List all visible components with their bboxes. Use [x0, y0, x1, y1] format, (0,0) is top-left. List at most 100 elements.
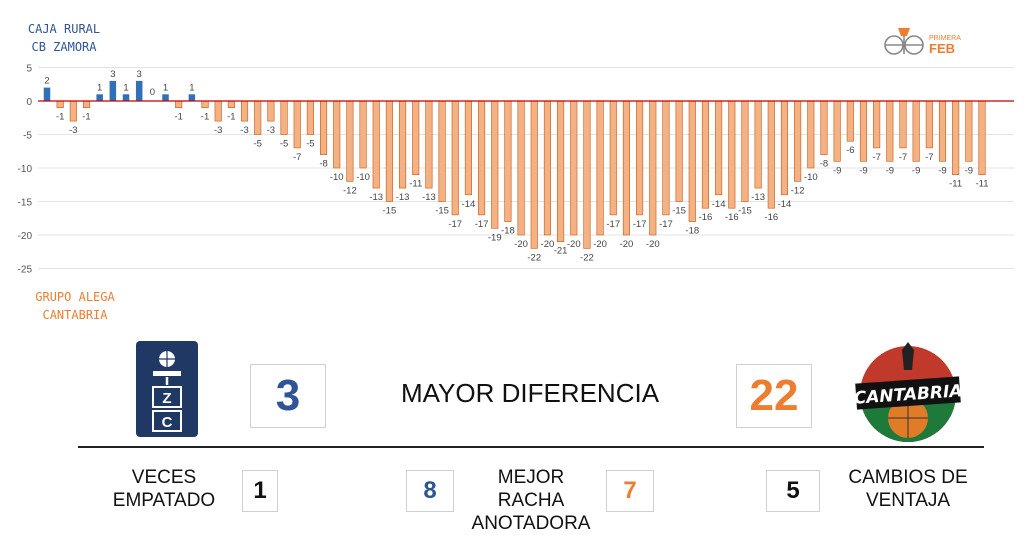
- away-team-line1: GRUPO ALEGA: [35, 290, 115, 304]
- data-label: -19: [488, 232, 502, 243]
- data-label: -8: [319, 159, 327, 170]
- cb-zamora-logo: Z C: [136, 341, 198, 442]
- data-label: -9: [965, 165, 973, 176]
- bar: [754, 100, 762, 189]
- bar: [438, 100, 446, 202]
- data-label: 1: [163, 82, 168, 93]
- bar: [346, 100, 354, 182]
- data-label: -5: [253, 139, 261, 150]
- data-label: -7: [872, 152, 880, 163]
- bar: [807, 100, 815, 169]
- data-label: -17: [475, 219, 489, 230]
- bar: [517, 100, 525, 236]
- data-label: -10: [356, 172, 370, 183]
- data-label: -14: [462, 199, 476, 210]
- run-label: MEJOR RACHA ANOTADORA: [462, 466, 600, 535]
- data-label: -12: [791, 185, 805, 196]
- bar: [227, 100, 235, 108]
- data-label: -20: [541, 239, 555, 250]
- data-label: -3: [69, 125, 77, 136]
- cantabria-logo: CANTABRIA: [850, 340, 966, 449]
- data-label: -12: [343, 185, 357, 196]
- data-label: -18: [501, 226, 515, 237]
- y-tick-label: -10: [18, 164, 33, 175]
- bar: [715, 100, 723, 196]
- data-label: -11: [975, 179, 988, 190]
- bar: [557, 100, 565, 242]
- bar: [175, 100, 183, 108]
- data-label: 3: [137, 69, 142, 80]
- run-label-line2: ANOTADORA: [471, 513, 591, 534]
- data-label: -17: [606, 219, 620, 230]
- data-label: -10: [330, 172, 344, 183]
- ties-label-line1: VECES: [131, 467, 197, 488]
- home-team-line1: CAJA RURAL: [27, 22, 101, 36]
- data-label: -1: [56, 112, 64, 123]
- data-label: -16: [725, 212, 739, 223]
- data-label: -21: [554, 246, 568, 257]
- bar: [109, 80, 117, 101]
- bar: [780, 100, 789, 196]
- bar: [240, 100, 249, 122]
- data-label: -11: [409, 179, 422, 190]
- bar: [478, 100, 486, 216]
- bar: [319, 100, 328, 155]
- data-label: -20: [646, 239, 660, 250]
- data-label: -9: [859, 165, 867, 176]
- data-label: -20: [567, 239, 581, 250]
- bar: [886, 100, 894, 162]
- data-label: -9: [886, 165, 894, 176]
- data-label: -22: [527, 252, 541, 263]
- data-label: -15: [738, 206, 752, 217]
- away-team-line2: CANTABRIA: [42, 308, 108, 322]
- max-diff-home: 3: [250, 364, 326, 428]
- run-away: 7: [606, 470, 654, 512]
- data-label: 0: [150, 87, 155, 98]
- data-label: -18: [685, 226, 699, 237]
- data-label: -9: [912, 165, 920, 176]
- y-tick-label: -15: [18, 198, 33, 209]
- data-label: -11: [949, 179, 962, 190]
- bar: [254, 100, 262, 135]
- bar: [965, 100, 973, 162]
- bar: [122, 94, 130, 101]
- bar: [359, 100, 367, 169]
- data-label: -9: [938, 165, 946, 176]
- data-label: -13: [396, 192, 410, 203]
- data-label: -13: [751, 192, 765, 203]
- lead-changes-label-line2: VENTAJA: [865, 490, 951, 511]
- y-tick-label: -25: [18, 265, 33, 276]
- bar: [399, 100, 407, 189]
- data-label: -20: [620, 239, 634, 250]
- data-label: -6: [846, 145, 854, 156]
- bar: [293, 100, 301, 149]
- max-diff-away: 22: [736, 364, 812, 428]
- bar: [688, 100, 696, 222]
- bar: [820, 100, 828, 155]
- y-tick-label: -20: [18, 231, 33, 242]
- bar: [701, 100, 710, 209]
- data-label: -15: [383, 206, 397, 217]
- data-label: -1: [227, 112, 235, 123]
- data-label: -3: [214, 125, 222, 136]
- lead-changes-label: CAMBIOS DE VENTAJA: [840, 466, 976, 512]
- bar: [675, 100, 683, 202]
- data-label: -17: [448, 219, 462, 230]
- data-label: -7: [899, 152, 907, 163]
- bar: [912, 100, 920, 162]
- bar: [464, 100, 472, 196]
- bar: [952, 100, 960, 175]
- bar: [412, 100, 420, 175]
- data-label: -10: [804, 172, 818, 183]
- bar: [267, 100, 275, 122]
- bar: [728, 100, 736, 209]
- bar: [96, 94, 103, 101]
- data-label: 1: [97, 82, 102, 93]
- y-tick-label: 5: [26, 64, 32, 75]
- data-label: 1: [123, 82, 128, 93]
- y-tick-label: 0: [26, 97, 32, 108]
- bar: [56, 100, 64, 108]
- svg-text:Z: Z: [162, 390, 171, 407]
- run-home: 8: [406, 470, 454, 512]
